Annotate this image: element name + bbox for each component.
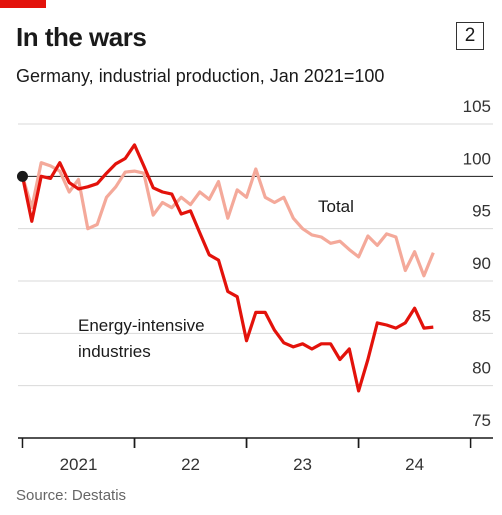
subtitle: Germany, industrial production, Jan 2021… <box>16 66 385 86</box>
badge: 2 <box>456 22 484 50</box>
series-label: Energy-intensive industries <box>78 316 205 361</box>
series-line <box>20 143 434 393</box>
start-dot <box>16 170 28 182</box>
x-tick-label: 22 <box>181 455 200 474</box>
x-tick-label: 24 <box>405 455 424 474</box>
y-tick-label: 75 <box>472 411 491 430</box>
series-line <box>20 161 435 278</box>
series-label: Total <box>318 197 354 216</box>
y-tick-label: 95 <box>472 202 491 221</box>
y-tick-label: 90 <box>472 254 491 273</box>
chart-title: In the wars <box>16 22 147 52</box>
y-tick-label: 85 <box>472 306 491 325</box>
y-tick-label: 100 <box>463 149 491 168</box>
source: Source: Destatis <box>16 487 127 504</box>
red-tag <box>0 0 46 8</box>
y-tick-label: 105 <box>463 97 491 116</box>
x-tick-label: 23 <box>293 455 312 474</box>
x-tick-label: 2021 <box>60 455 98 474</box>
y-tick-label: 80 <box>472 359 491 378</box>
